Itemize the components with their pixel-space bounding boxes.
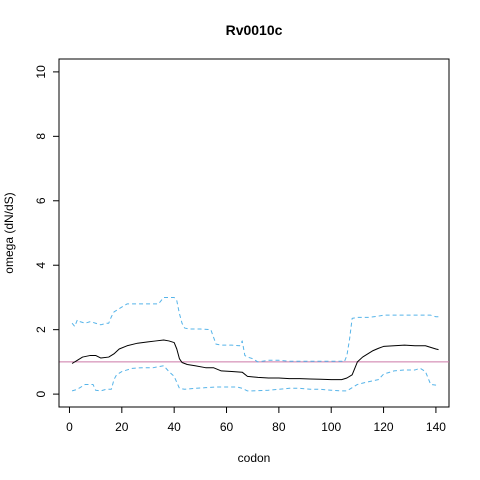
x-axis-label: codon	[238, 451, 271, 465]
x-tick-label: 140	[426, 420, 446, 434]
x-tick-label: 0	[66, 420, 73, 434]
y-tick-label: 6	[34, 197, 48, 204]
plot-frame	[58, 58, 450, 408]
x-tick-label: 100	[321, 420, 341, 434]
x-tick-label: 120	[374, 420, 394, 434]
chart-title: Rv0010c	[226, 22, 283, 38]
x-tick-label: 40	[167, 420, 181, 434]
y-tick-label: 2	[34, 326, 48, 333]
y-tick-label: 8	[34, 133, 48, 140]
lower-bound-line	[71, 365, 439, 392]
y-tick-label: 10	[34, 65, 48, 79]
omega-estimate-line	[71, 339, 439, 381]
x-tick-label: 80	[272, 420, 286, 434]
x-axis: 0 20 40 60 80 100 120 140	[66, 406, 446, 434]
upper-bound-line	[71, 296, 439, 363]
y-tick-label: 4	[34, 262, 48, 269]
y-axis: 0 2 4 6 8 10	[34, 65, 60, 397]
y-axis-label: omega (dN/dS)	[2, 192, 16, 273]
y-tick-label: 0	[34, 390, 48, 397]
x-tick-label: 60	[220, 420, 234, 434]
series-layer	[71, 296, 439, 392]
x-tick-label: 20	[115, 420, 129, 434]
